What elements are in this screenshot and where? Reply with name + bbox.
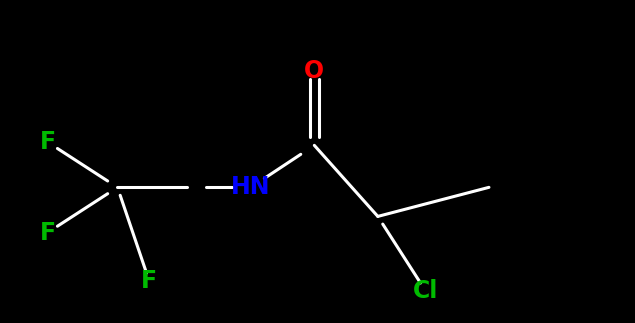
Text: F: F: [39, 221, 56, 245]
Text: HN: HN: [231, 175, 271, 199]
Text: F: F: [39, 130, 56, 154]
Text: Cl: Cl: [413, 279, 438, 303]
Text: O: O: [304, 59, 324, 83]
Text: F: F: [141, 269, 157, 293]
